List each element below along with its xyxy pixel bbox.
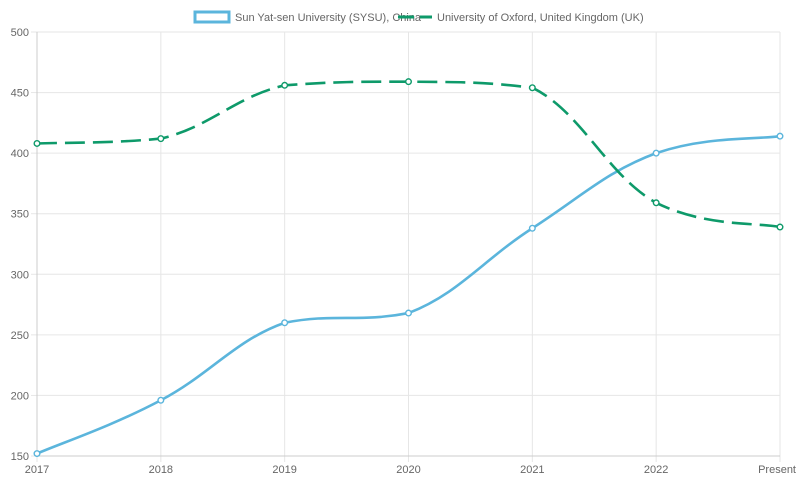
- legend-label-oxford: University of Oxford, United Kingdom (UK…: [437, 12, 644, 24]
- y-tick-label: 450: [11, 88, 29, 100]
- x-tick-label: 2022: [644, 464, 668, 476]
- data-point-sysu[interactable]: [281, 319, 289, 327]
- grid: [36, 31, 781, 457]
- data-point-sysu[interactable]: [33, 450, 41, 458]
- axes: 150 200 250 300 350 400 450 500 2017 2018 2019 2020…: [11, 27, 796, 476]
- x-tick-label: 2020: [396, 464, 420, 476]
- data-point-sysu[interactable]: [528, 224, 536, 232]
- data-point-sysu[interactable]: [776, 132, 784, 140]
- legend-item-sysu[interactable]: Sun Yat-sen University (SYSU), China: [193, 10, 422, 24]
- y-tick-label: 500: [11, 27, 29, 39]
- legend-swatch-sysu: [193, 10, 231, 24]
- data-point-oxford[interactable]: [405, 78, 413, 86]
- y-tick-label: 300: [11, 269, 29, 281]
- data-point-sysu[interactable]: [157, 396, 165, 404]
- data-point-oxford[interactable]: [528, 84, 536, 92]
- x-tick-label: 2021: [520, 464, 544, 476]
- y-tick-label: 350: [11, 209, 29, 221]
- data-point-oxford[interactable]: [157, 135, 165, 143]
- data-point-oxford[interactable]: [281, 81, 289, 89]
- y-tick-label: 150: [11, 451, 29, 463]
- y-tick-label: 250: [11, 330, 29, 342]
- x-tick-label: 2019: [272, 464, 296, 476]
- data-point-oxford[interactable]: [652, 199, 660, 207]
- legend: Sun Yat-sen University (SYSU), China Uni…: [193, 10, 644, 24]
- series: [33, 78, 784, 458]
- data-point-oxford[interactable]: [776, 223, 784, 231]
- y-tick-label: 200: [11, 390, 29, 402]
- data-point-sysu[interactable]: [405, 309, 413, 317]
- x-tick-label: 2018: [149, 464, 173, 476]
- data-point-oxford[interactable]: [33, 139, 41, 147]
- legend-item-oxford[interactable]: University of Oxford, United Kingdom (UK…: [398, 12, 644, 24]
- x-tick-label: Present: [758, 464, 796, 476]
- y-tick-label: 400: [11, 148, 29, 160]
- x-tick-label: 2017: [25, 464, 49, 476]
- data-point-sysu[interactable]: [652, 149, 660, 157]
- legend-label-sysu: Sun Yat-sen University (SYSU), China: [235, 12, 422, 24]
